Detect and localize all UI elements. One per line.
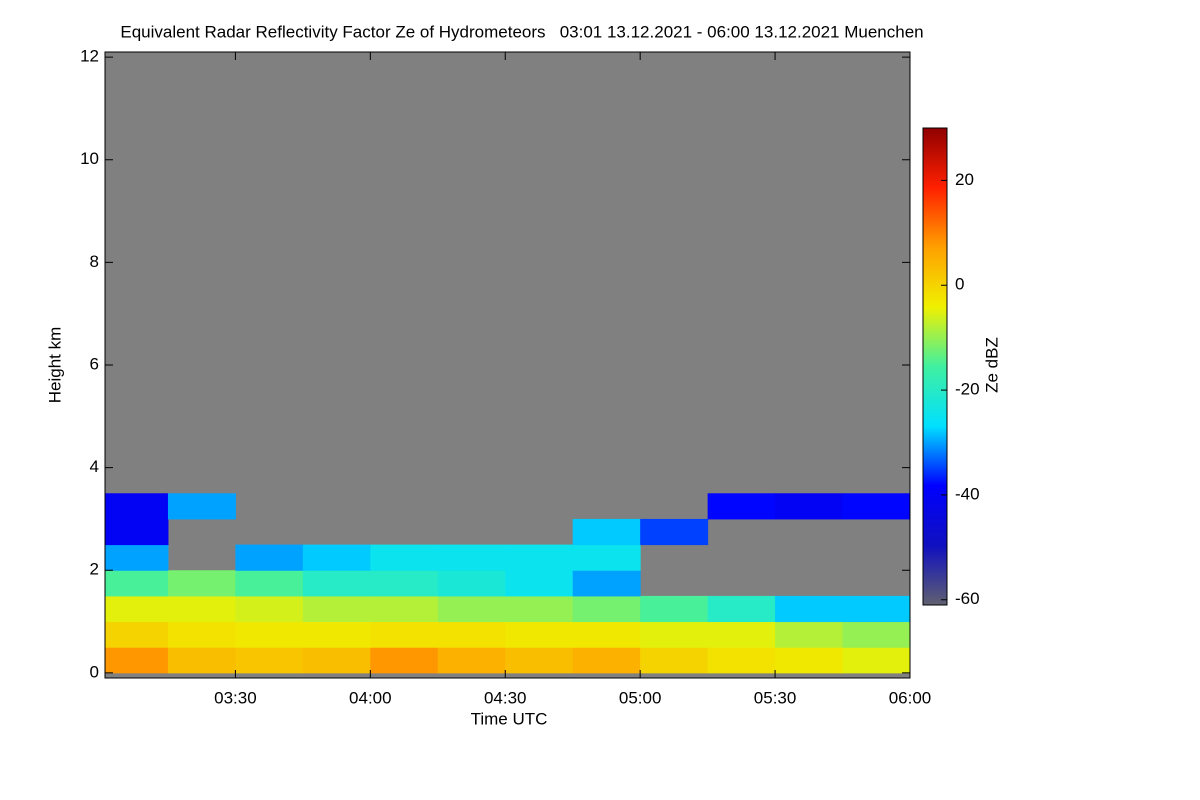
heatmap-cell	[105, 621, 169, 648]
heatmap-cell	[505, 621, 574, 648]
heatmap-cell	[842, 493, 911, 520]
heatmap-cell	[302, 595, 371, 623]
heatmap-cell	[370, 595, 439, 623]
x-axis-label: Time UTC	[471, 709, 548, 728]
heatmap-cell	[167, 621, 236, 648]
heatmap-cell	[105, 647, 169, 674]
x-tick-label: 04:00	[349, 688, 392, 707]
heatmap-cell	[167, 647, 236, 674]
heatmap-cell	[437, 570, 506, 597]
heatmap-cell	[640, 595, 709, 623]
heatmap-cell	[640, 518, 709, 546]
heatmap-cell	[167, 570, 236, 597]
colorbar-tick-label: -60	[955, 589, 980, 608]
heatmap-cell	[775, 595, 844, 623]
x-tick-label: 04:30	[484, 688, 527, 707]
heatmap-cell	[235, 544, 304, 571]
heatmap-cell	[302, 621, 371, 648]
y-tick-label: 4	[90, 457, 99, 476]
heatmap-cell	[775, 621, 844, 648]
y-tick-label: 10	[80, 149, 99, 168]
heatmap-cell	[775, 647, 844, 674]
heatmap-cell	[105, 595, 169, 623]
heatmap-cell	[640, 621, 709, 648]
colorbar-tick-label: -20	[955, 380, 980, 399]
heatmap-cell	[572, 647, 641, 674]
heatmap-cell	[640, 647, 709, 674]
heatmap-cell	[167, 595, 236, 623]
heatmap-cell	[572, 518, 641, 546]
colorbar-label: Ze dBZ	[982, 337, 1001, 393]
heatmap-cell	[707, 621, 776, 648]
heatmap-cell	[572, 595, 641, 623]
heatmap-cell	[437, 595, 506, 623]
heatmap-cell	[235, 595, 304, 623]
chart-title: Equivalent Radar Reflectivity Factor Ze …	[120, 22, 923, 41]
heatmap-cell	[370, 544, 439, 571]
heatmap-cell	[105, 544, 169, 571]
heatmap-cell	[775, 493, 844, 520]
heatmap-cell	[235, 621, 304, 648]
heatmap-cell	[842, 595, 911, 623]
heatmap-cell	[707, 493, 776, 520]
y-tick-label: 0	[90, 662, 99, 681]
heatmap-cell	[105, 570, 169, 597]
heatmap-cell	[707, 647, 776, 674]
y-tick-label: 2	[90, 560, 99, 579]
heatmap-cell	[370, 621, 439, 648]
x-tick-label: 05:00	[619, 688, 662, 707]
heatmap-cell	[302, 544, 371, 571]
colorbar-tick-label: 20	[955, 170, 974, 189]
heatmap-cell	[842, 647, 911, 674]
heatmap-cell	[505, 595, 574, 623]
heatmap-cell	[105, 518, 169, 546]
y-tick-label: 8	[90, 252, 99, 271]
heatmap-cell	[505, 647, 574, 674]
heatmap-cell	[370, 647, 439, 674]
heatmap-cell	[370, 570, 439, 597]
heatmap-cell	[235, 647, 304, 674]
heatmap-cell	[707, 595, 776, 623]
heatmap-cell	[572, 544, 641, 571]
colorbar-tick-label: 0	[955, 275, 964, 294]
colorbar	[922, 127, 948, 606]
heatmap-cell	[302, 647, 371, 674]
x-tick-label: 06:00	[889, 688, 932, 707]
heatmap-cell	[167, 493, 236, 520]
heatmap-cell	[235, 570, 304, 597]
heatmap-cell	[505, 544, 574, 571]
heatmap-cell	[572, 621, 641, 648]
heatmap-cell	[572, 570, 641, 597]
heatmap-cell	[105, 493, 169, 520]
y-tick-label: 12	[80, 47, 99, 66]
heatmap-cell	[302, 570, 371, 597]
x-tick-label: 03:30	[214, 688, 257, 707]
heatmap-cell	[437, 621, 506, 648]
heatmap-cell	[842, 621, 911, 648]
x-tick-label: 05:30	[754, 688, 797, 707]
heatmap-cell	[437, 544, 506, 571]
y-tick-label: 6	[90, 354, 99, 373]
colorbar-tick-label: -40	[955, 484, 980, 503]
heatmap-cell	[437, 647, 506, 674]
heatmap-cell	[505, 570, 574, 597]
y-axis-label: Height km	[45, 327, 64, 404]
